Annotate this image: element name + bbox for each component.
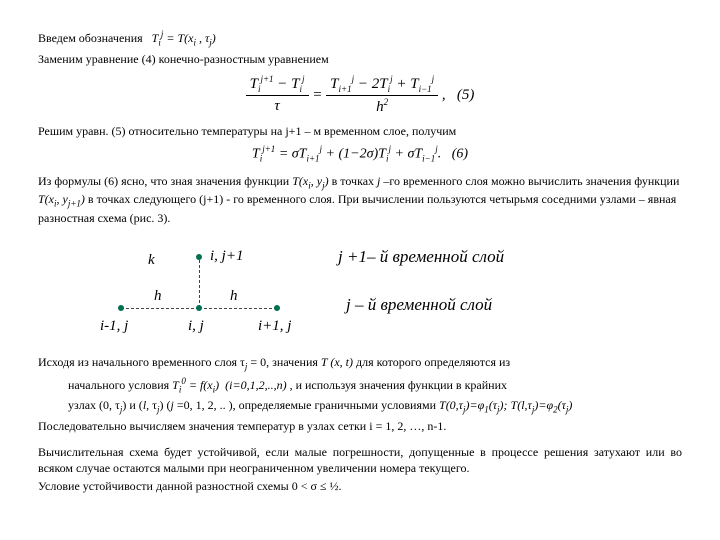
t: –го временного слоя можно вычислить знач… <box>380 174 679 188</box>
layer-bot: j – й временной слой <box>346 294 492 317</box>
para-initial: Исходя из начального временного слоя τj … <box>38 354 682 373</box>
t: = 0, значения <box>247 355 321 369</box>
lbl-h2: h <box>230 286 238 306</box>
para-cond: Условие устойчивости данной разностной с… <box>38 478 682 494</box>
t: Исходя из начального временного слоя τ <box>38 355 245 369</box>
t: в точках <box>329 174 377 188</box>
lbl-bc: i, j <box>188 316 204 336</box>
t: ) и ( <box>122 398 142 412</box>
lbl-top: i, j+1 <box>210 246 243 266</box>
lbl-k: k <box>148 250 155 270</box>
lbl-h1: h <box>154 286 162 306</box>
para-solve: Решим уравн. (5) относительно температур… <box>38 123 682 139</box>
t: в точках следующего (j+1) - го временног… <box>38 192 676 225</box>
t: ) ( <box>160 398 171 412</box>
t: для которого определяются из <box>353 355 510 369</box>
layer-top: j +1– й временной слой <box>338 246 504 269</box>
node-br <box>274 305 280 311</box>
txt: Введем обозначения <box>38 31 143 45</box>
t: , и используя значения функции в крайних <box>290 378 507 392</box>
h-line-l <box>121 308 199 309</box>
para-explain: Из формулы (6) ясно, что зная значения ф… <box>38 173 682 226</box>
lbl-br: i+1, j <box>258 316 291 336</box>
formula-5: Tij+1 − Tij τ = Ti+1j − 2Tij + Ti−1j h2 … <box>38 73 682 117</box>
lbl-bl: i-1, j <box>100 316 128 336</box>
t: Из формулы (6) ясно, что зная значения ф… <box>38 174 292 188</box>
h-line-r <box>199 308 277 309</box>
para-seq: Последовательно вычисляем значения темпе… <box>38 418 682 434</box>
node-bl <box>118 305 124 311</box>
t: начального условия <box>68 378 172 392</box>
v-line <box>199 260 200 308</box>
para-replace: Заменим уравнение (4) конечно-разностным… <box>38 51 682 67</box>
para-initial-3: узлах (0, τj) и (l, τj) (j =0, 1, 2, .. … <box>38 397 682 416</box>
para-stable: Вычислительная схема будет устойчивой, е… <box>38 444 682 476</box>
stencil-diagram: k i, j+1 j +1– й временной слой h h j – … <box>88 236 608 346</box>
t: =0, 1, 2, .. ), определяемые граничными … <box>174 398 439 412</box>
para-initial-2: начального условия Ti0 = f(xi) (i=0,1,2,… <box>38 375 682 396</box>
formula-inline-1: Tij = T(xi , τj) <box>152 31 216 45</box>
node-bc <box>196 305 202 311</box>
para-intro: Введем обозначения Tij = T(xi , τj) <box>38 28 682 49</box>
formula-6: Tij+1 = σTi+1j + (1−2σ)Tij + σTi−1j. (6) <box>38 143 682 165</box>
t: узлах (0, τ <box>68 398 120 412</box>
